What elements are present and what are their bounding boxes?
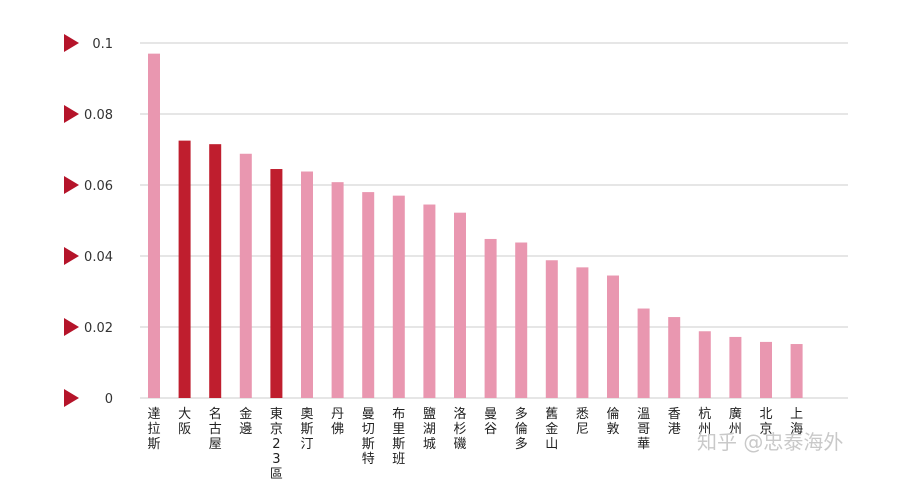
bar [760,341,772,398]
y-tick-label: 0 [105,392,113,407]
bar [454,212,466,398]
category-label: 鹽湖城 [423,407,436,452]
category-label: 倫敦 [606,407,619,437]
bar [607,275,619,398]
bar [637,308,650,398]
x-axis: 達拉斯 大阪 名古屋 金邊 東京 2 3 區 奧斯汀 丹佛 曼切斯特 布里斯班 鹽湖城 洛杉磯 曼谷 多倫多 舊… [147,406,803,481]
category-label: 東京 2 3 區 [270,406,283,481]
y-tick-label: 0.08 [84,108,113,123]
bar [301,171,313,398]
bar [331,182,344,398]
bar [515,242,528,398]
y-tick-label: 0.06 [84,179,113,194]
category-label: 達拉斯 [147,407,160,452]
category-label: 曼切斯特 [362,407,375,467]
category-label: 曼谷 [484,407,497,437]
arrow-icon [64,105,79,123]
category-label: 丹佛 [331,407,344,437]
arrow-icon [64,176,79,194]
y-tick-label: 0.02 [84,321,113,336]
bar [576,267,589,398]
bar [423,204,436,398]
category-label: 布里斯班 [392,407,405,467]
bar [209,144,222,398]
category-label: 北京 [759,407,772,437]
category-label: 廣州 [729,407,742,437]
category-label: 金邊 [239,406,252,437]
bar [484,238,497,398]
y-tick-label: 0.1 [92,37,113,52]
category-label: 悉尼 [576,407,589,437]
category-label: 大阪 [178,407,191,437]
bars [148,53,803,399]
bar [790,344,803,398]
category-label: 奧斯汀 [300,407,313,452]
category-label: 名古屋 [209,406,222,452]
bar [148,53,160,399]
category-label: 上海 [790,407,803,437]
bar [668,317,681,398]
bar [729,336,742,398]
bar [545,260,558,398]
arrow-icon [64,389,79,407]
bar [270,169,283,398]
category-label: 杭州 [698,407,711,437]
category-label: 溫哥華 [637,407,650,452]
category-label: 洛杉磯 [453,407,466,452]
bar [362,192,375,398]
category-label: 多倫多 [515,406,528,452]
bar [392,195,405,398]
category-label: 香港 [668,407,681,437]
bar [698,331,711,398]
bar [178,140,191,398]
category-label: 舊金山 [545,407,558,452]
bar [239,153,252,398]
arrow-icon [64,34,79,52]
arrow-icon [64,247,79,265]
y-axis: 0 0.02 0.04 0.06 0.08 0.1 [64,34,113,407]
arrow-icon [64,318,79,336]
y-tick-label: 0.04 [84,250,113,265]
watermark: 知乎 @忠泰海外 [697,430,843,454]
